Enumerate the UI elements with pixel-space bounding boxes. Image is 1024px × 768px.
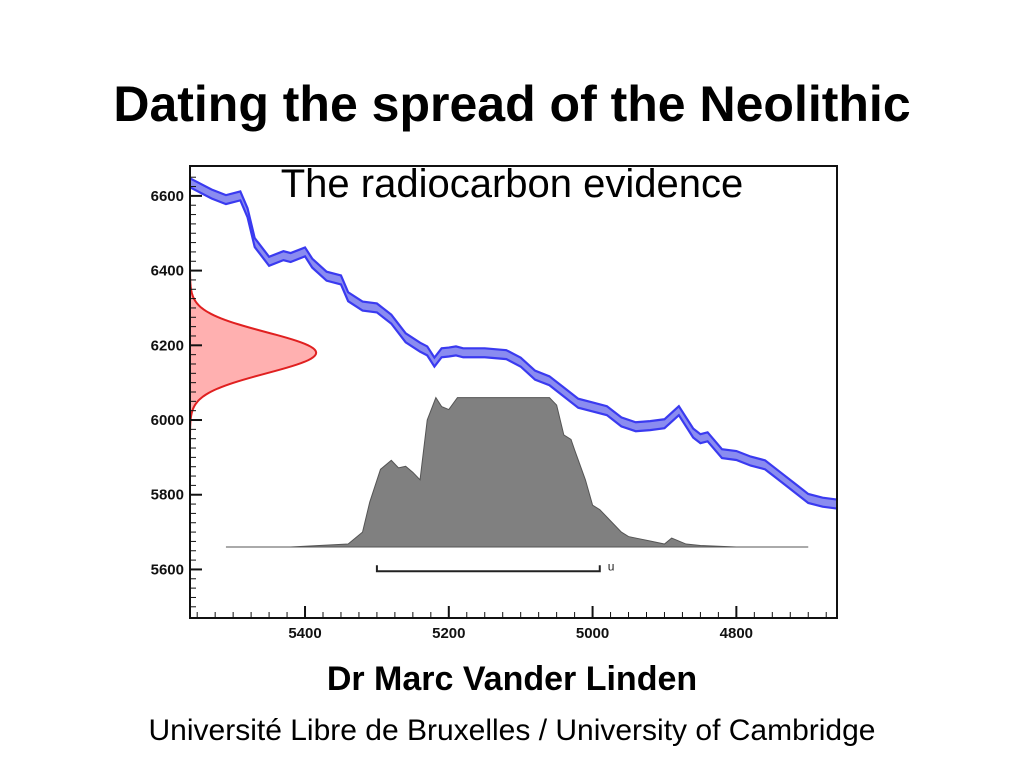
x-tick-label: 4800 xyxy=(720,625,753,642)
radiocarbon-distribution xyxy=(189,269,318,436)
author-name: Dr Marc Vander Linden xyxy=(326,660,698,698)
y-tick-label: 5600 xyxy=(151,561,184,578)
range-bar-label: u xyxy=(608,559,615,573)
slide-title: Dating the spread of the Neolithic xyxy=(113,76,911,132)
slide-subtitle: The radiocarbon evidence xyxy=(280,162,744,206)
plot-frame xyxy=(189,165,838,619)
range-bar xyxy=(375,565,601,573)
calibration-curve-upper xyxy=(189,177,838,501)
y-tick-label: 6000 xyxy=(151,412,184,429)
x-tick-label: 5400 xyxy=(288,625,321,642)
author-affiliation: Université Libre de Bruxelles / Universi… xyxy=(148,714,876,747)
y-tick-label: 6400 xyxy=(151,263,184,280)
x-tick-label: 5000 xyxy=(576,625,609,642)
y-tick-label: 6600 xyxy=(151,188,184,205)
y-tick-label: 6200 xyxy=(151,337,184,354)
x-tick-label: 5200 xyxy=(432,625,465,642)
y-tick-label: 5800 xyxy=(151,487,184,504)
calibrated-distribution xyxy=(225,396,809,548)
calibration-curve-lower xyxy=(189,186,838,510)
